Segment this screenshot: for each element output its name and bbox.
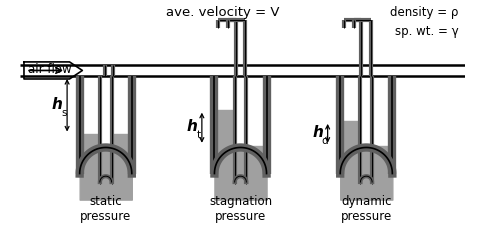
Text: h: h	[312, 124, 323, 139]
Text: dynamic
pressure: dynamic pressure	[340, 194, 391, 222]
Text: stagnation
pressure: stagnation pressure	[208, 194, 272, 222]
Text: d: d	[321, 135, 327, 145]
Text: air flow: air flow	[27, 63, 71, 76]
Text: h: h	[186, 118, 197, 133]
Text: static
pressure: static pressure	[80, 194, 131, 222]
Text: sp. wt. = γ: sp. wt. = γ	[394, 25, 457, 38]
Text: ave. velocity = V: ave. velocity = V	[166, 6, 279, 19]
Text: h: h	[52, 96, 62, 111]
Text: t: t	[196, 130, 200, 140]
Text: s: s	[61, 108, 67, 117]
Text: density = ρ: density = ρ	[389, 6, 457, 19]
